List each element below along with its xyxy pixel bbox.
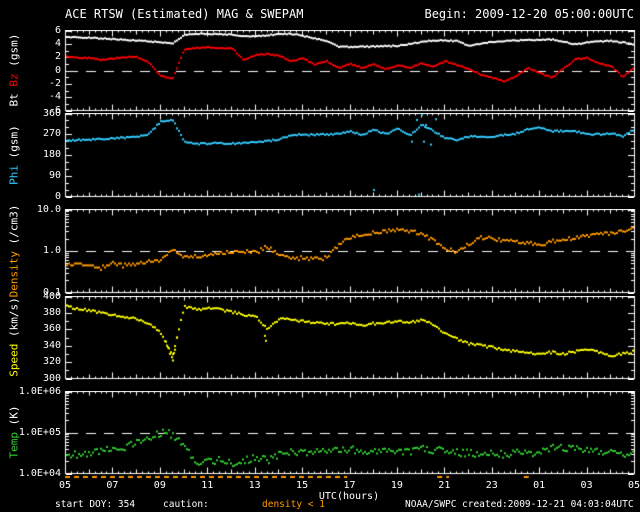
temp-ytick-label: 1.0E+04 bbox=[18, 467, 61, 479]
bt-bz-ytick-label: 6 bbox=[54, 24, 61, 36]
caution-density-strip bbox=[0, 474, 640, 480]
temp-ytick-label: 1.0E+06 bbox=[18, 385, 61, 397]
density-panel-canvas bbox=[0, 209, 640, 294]
speed-ytick-label: 320 bbox=[42, 356, 61, 368]
source-label: NOAA/SWPC bbox=[405, 499, 457, 510]
page-title: ACE RTSW (Estimated) MAG & SWEPAM bbox=[65, 7, 304, 21]
density-axis-label-part: (/cm3) bbox=[7, 204, 21, 244]
phi-axis-label-part: (gsm) bbox=[7, 124, 21, 158]
x-axis-tick-label: 01 bbox=[533, 480, 546, 491]
temp-axis-label-part: Temp bbox=[7, 432, 21, 459]
phi-axis-label: Phi (gsm) bbox=[8, 125, 21, 185]
speed-axis-label-part: Speed bbox=[7, 343, 21, 377]
caution-value: density < 1 bbox=[262, 499, 325, 510]
x-axis-tick-label: 05 bbox=[627, 480, 640, 491]
bt-bz-axis-label: Bt Bz (gsm) bbox=[8, 34, 21, 107]
begin-timestamp: Begin: 2009-12-20 05:00:00UTC bbox=[424, 7, 634, 21]
x-axis-tick-label: 05 bbox=[58, 480, 72, 491]
caution-label: caution: bbox=[163, 499, 209, 510]
x-axis-title: UTC(hours) bbox=[318, 491, 380, 502]
x-axis-tick-label: 21 bbox=[438, 480, 451, 491]
x-axis-tick-label: 17 bbox=[343, 480, 356, 491]
bt-bz-axis-label-part: (gsm) bbox=[7, 33, 21, 67]
temp-axis-label-part: (K) bbox=[7, 405, 21, 426]
x-axis-tick-label: 09 bbox=[153, 480, 166, 491]
x-axis-tick-label: 11 bbox=[201, 480, 214, 491]
bt-bz-axis-label-part: Bt bbox=[7, 93, 21, 107]
bt-bz-ytick-label: 2 bbox=[54, 51, 61, 63]
density-ytick-label: 10.0 bbox=[36, 203, 61, 215]
start-doy-label: start DOY: 354 bbox=[55, 499, 136, 510]
speed-ytick-label: 340 bbox=[42, 339, 61, 351]
speed-ytick-label: 400 bbox=[42, 290, 61, 302]
phi-ytick-label: 90 bbox=[48, 169, 61, 181]
x-axis-tick-label: 13 bbox=[248, 480, 261, 491]
temp-ytick-label: 1.0E+05 bbox=[18, 426, 61, 438]
phi-ytick-label: 180 bbox=[42, 149, 61, 160]
speed-axis-label: Speed (km/s) bbox=[8, 297, 21, 377]
x-axis-tick-label: 23 bbox=[485, 480, 498, 491]
bt-bz-ytick-label: 4 bbox=[54, 37, 61, 49]
temp-axis-label: Temp (K) bbox=[8, 406, 21, 459]
speed-ytick-label: 360 bbox=[42, 323, 61, 335]
phi-panel-canvas bbox=[0, 113, 640, 198]
speed-ytick-label: 300 bbox=[42, 372, 61, 384]
phi-ytick-label: 0 bbox=[54, 190, 61, 202]
phi-ytick-label: 360 bbox=[42, 107, 61, 119]
bt-bz-ytick-label: -2 bbox=[48, 77, 61, 89]
x-axis-tick-label: 15 bbox=[296, 480, 309, 491]
x-axis-tick-label: 07 bbox=[106, 480, 119, 491]
density-ytick-label: 1.0 bbox=[42, 245, 61, 256]
speed-panel-canvas bbox=[0, 296, 640, 380]
density-ytick-label: 0.1 bbox=[42, 286, 61, 298]
bt-bz-ytick-label: -4 bbox=[48, 91, 61, 103]
phi-axis-label-part: Phi bbox=[7, 164, 21, 185]
x-axis-tick-label: 03 bbox=[580, 480, 593, 491]
speed-ytick-label: 380 bbox=[42, 306, 61, 318]
phi-ytick-label: 270 bbox=[42, 128, 61, 140]
created-timestamp: created:2009-12-21 04:03:04UTC bbox=[462, 499, 634, 510]
density-axis-label: Density (/cm3) bbox=[8, 204, 21, 297]
speed-axis-label-part: (km/s) bbox=[7, 297, 21, 337]
bt-bz-axis-label-part: Bz bbox=[7, 73, 21, 87]
bt-bz-ytick-label: -6 bbox=[48, 104, 61, 116]
temp-panel-canvas bbox=[0, 391, 640, 475]
bt-bz-panel-canvas bbox=[0, 30, 640, 112]
x-axis-tick-label: 19 bbox=[390, 480, 403, 491]
bt-bz-ytick-label: 0 bbox=[54, 64, 61, 76]
